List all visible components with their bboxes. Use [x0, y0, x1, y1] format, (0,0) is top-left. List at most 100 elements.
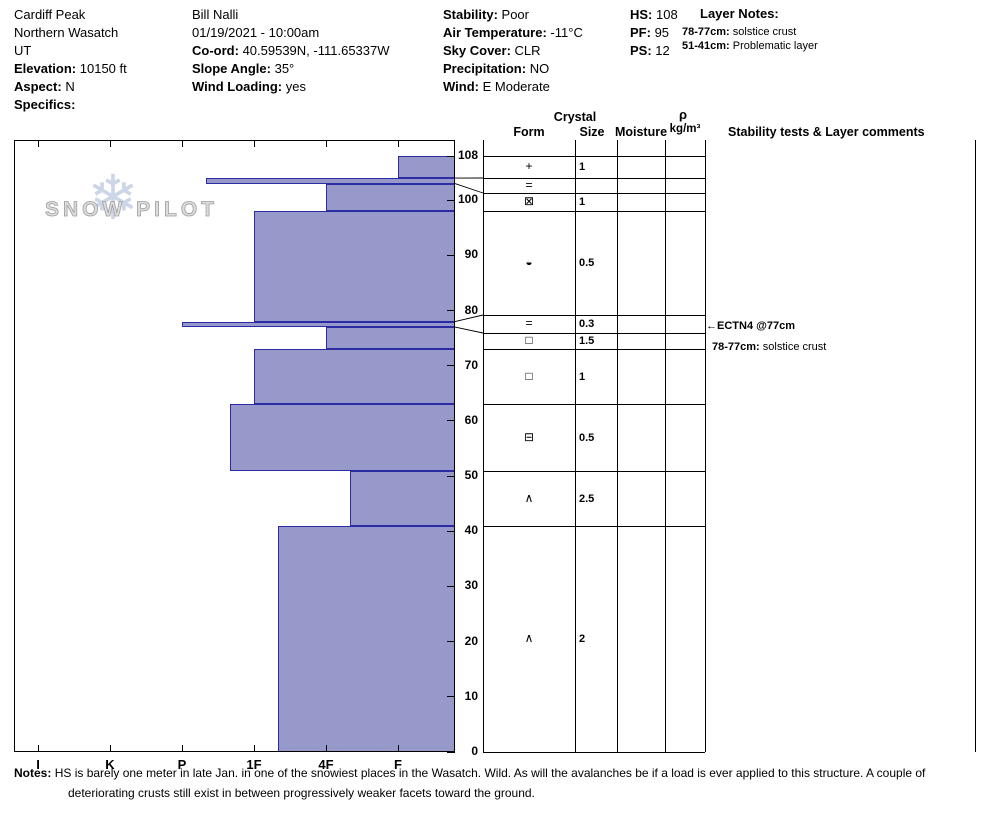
wind-loading-value: yes: [285, 79, 306, 94]
slope-angle-value: 35°: [274, 61, 295, 76]
layer-note-text: solstice crust: [732, 26, 797, 38]
sky-cover-value: CLR: [514, 43, 541, 58]
layer-note-item: 51-41cm: Problematic layer: [682, 40, 818, 53]
depth-tick-label: 100: [457, 192, 478, 207]
size-column-header: Size: [579, 125, 605, 139]
notes-field: Notes: HS is barely one meter in late Ja…: [14, 766, 925, 781]
layer-comment-range: 78-77cm:: [712, 341, 760, 353]
depth-tick-label: 40: [464, 523, 478, 538]
air-temp-field: Air Temperature: -11°C: [443, 24, 583, 42]
specifics-label: Specifics:: [14, 97, 76, 112]
snowflake-icon: ❄: [87, 164, 139, 233]
hardness-axis-label: F: [394, 757, 402, 772]
table-row-line: [483, 526, 705, 527]
layer-comment-text: solstice crust: [762, 341, 827, 353]
hs-field: HS: 108: [630, 6, 678, 24]
hardness-tick-bottom: [38, 745, 39, 751]
crystal-size-value: 0.3: [579, 318, 595, 330]
depth-tick-label: 30: [464, 578, 478, 593]
depth-tick-label: 108: [457, 148, 478, 162]
depth-tick-label: 20: [464, 633, 478, 648]
hardness-tick-bottom: [254, 745, 255, 751]
depth-tick: [447, 365, 455, 367]
hardness-tick-bottom: [110, 745, 111, 751]
crystal-form-symbol: ◒: [525, 255, 533, 269]
depth-tick-label: 90: [464, 247, 478, 262]
crystal-size-value: 2.5: [579, 492, 595, 505]
hs-value: 108: [656, 7, 678, 22]
conditions-block: Stability: Poor Air Temperature: -11°C S…: [443, 6, 583, 96]
form-column-header: Form: [513, 125, 545, 139]
observer-name: Bill Nalli: [192, 7, 239, 22]
precipitation-field: Precipitation: NO: [443, 60, 583, 78]
location-block: Cardiff Peak Northern Wasatch UT Elevati…: [14, 6, 127, 114]
depth-tick: [447, 420, 455, 422]
layer-comment: 78-77cm: solstice crust: [712, 341, 826, 353]
hardness-tick-bottom: [398, 745, 399, 751]
air-temp-value: -11°C: [550, 25, 583, 40]
snow-layer-bar: [254, 349, 455, 405]
depth-tick: [447, 199, 455, 201]
aspect-value: N: [65, 79, 75, 94]
hs-label: HS:: [630, 7, 653, 22]
hardness-tick-top: [38, 141, 39, 147]
hardness-tick-bottom: [182, 745, 183, 751]
hardness-axis-label: 4F: [318, 757, 334, 772]
sky-cover-label: Sky Cover:: [443, 43, 511, 58]
table-row-line: [483, 752, 705, 753]
depth-tick-label: 60: [464, 412, 478, 427]
table-row-line: [483, 211, 705, 212]
slope-angle-field: Slope Angle: 35°: [192, 60, 390, 78]
crystal-form-symbol: +: [525, 159, 533, 173]
slope-angle-label: Slope Angle:: [192, 61, 271, 76]
notes-label: Notes:: [14, 766, 52, 780]
crystal-form-symbol: =: [525, 316, 533, 330]
crystal-size-value: 1.5: [579, 335, 595, 347]
elevation-label: Elevation:: [14, 61, 77, 76]
table-row-line: [483, 315, 705, 316]
hardness-axis-label: P: [177, 757, 187, 772]
depth-tick-label: 80: [464, 302, 478, 317]
stability-field: Stability: Poor: [443, 6, 583, 24]
ps-field: PS: 12: [630, 42, 678, 60]
depth-tick-label: 50: [464, 468, 478, 483]
wind-value: E Moderate: [482, 79, 550, 94]
table-column-line: [575, 140, 576, 752]
snowpilot-logo-text: SNOW PILOT: [45, 198, 218, 222]
density-column-header: ρ: [678, 107, 688, 122]
precipitation-value: NO: [529, 61, 550, 76]
depth-tick-label: 10: [464, 688, 478, 703]
table-column-line: [617, 140, 618, 752]
crystal-size-value: 2: [579, 633, 586, 645]
crystal-form-symbol: □: [525, 333, 533, 347]
table-column-line: [483, 140, 484, 752]
crystal-header: Crystal: [553, 110, 597, 124]
snow-metrics-block: HS: 108 PF: 95 PS: 12: [630, 6, 678, 60]
stability-test-result: ECTN4 @77cm: [717, 320, 795, 332]
pf-field: PF: 95: [630, 24, 678, 42]
crystal-size-value: 1: [579, 196, 586, 208]
hardness-tick-top: [110, 141, 111, 147]
crystal-form-symbol: ∧: [524, 490, 534, 505]
table-row-line: [483, 333, 705, 334]
table-row-line: [483, 404, 705, 405]
wind-field: Wind: E Moderate: [443, 78, 583, 96]
depth-tick-label: 0: [471, 744, 478, 758]
stability-panel-header: Stability tests & Layer comments: [728, 125, 925, 139]
thin-layer-connector-line: [454, 326, 484, 334]
wind-loading-field: Wind Loading: yes: [192, 78, 390, 96]
observation-datetime: 01/19/2021 - 10:00am: [192, 25, 320, 40]
table-row-line: [483, 178, 705, 179]
layer-note-range: 78-77cm:: [682, 26, 730, 38]
left-arrow-icon: ←: [706, 320, 717, 332]
crystal-form-symbol: ⊠: [523, 194, 535, 208]
layer-note-text: Problematic layer: [732, 40, 818, 52]
depth-tick-label: 70: [464, 357, 478, 372]
crystal-size-value: 0.5: [579, 431, 595, 444]
hardness-tick-top: [398, 141, 399, 147]
depth-tick: [447, 155, 455, 157]
table-row-line: [483, 193, 705, 194]
hardness-tick-top: [182, 141, 183, 147]
crystal-size-value: 1: [579, 370, 586, 383]
